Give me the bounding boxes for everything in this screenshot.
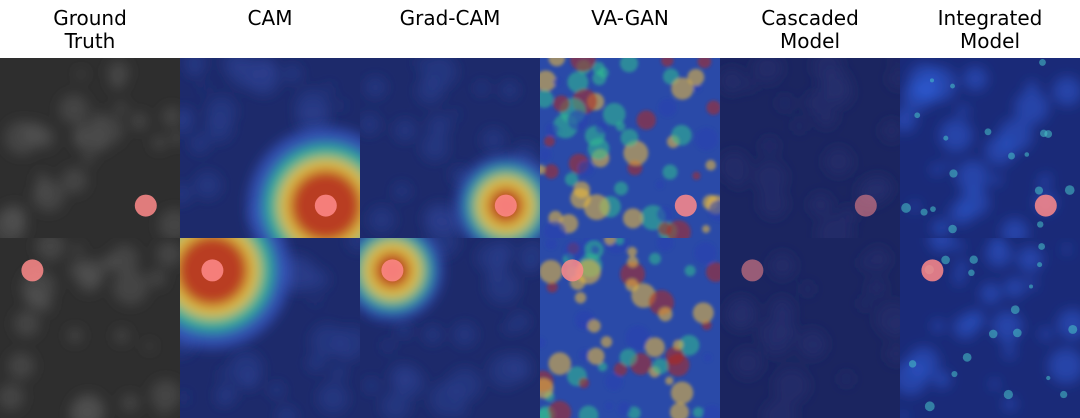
column-title-line: Cascaded xyxy=(761,6,859,30)
tile-grad-cam-row2 xyxy=(360,238,540,418)
lesion-marker xyxy=(314,194,337,217)
lesion-marker xyxy=(854,194,877,217)
lesion-marker xyxy=(921,259,944,282)
lesion-marker xyxy=(201,259,224,282)
tile-ground-truth-row1 xyxy=(0,58,180,238)
column-title-line: CAM xyxy=(247,6,293,30)
column-title-ground-truth: Ground Truth xyxy=(0,0,180,58)
lesion-marker xyxy=(21,259,44,282)
lesion-marker xyxy=(1034,194,1057,217)
tile-cam-row2 xyxy=(180,238,360,418)
column-title-cam: CAM xyxy=(180,0,360,58)
lesion-marker xyxy=(494,194,517,217)
column-title-line: Grad-CAM xyxy=(399,6,501,30)
tile-grad-cam-row1 xyxy=(360,58,540,238)
tile-ground-truth-row2 xyxy=(0,238,180,418)
lesion-marker xyxy=(381,259,404,282)
column-title-line: Integrated xyxy=(937,6,1043,30)
tile-cascaded-model-row1 xyxy=(720,58,900,238)
tile-integrated-model-row1 xyxy=(900,58,1080,238)
column-title-va-gan: VA-GAN xyxy=(540,0,720,58)
image-grid xyxy=(0,58,1080,418)
lesion-marker xyxy=(674,194,697,217)
column-title-line: VA-GAN xyxy=(591,6,669,30)
column-title-line: Model xyxy=(779,29,841,53)
lesion-marker xyxy=(134,194,157,217)
column-title-line: Ground xyxy=(53,6,127,30)
lesion-marker xyxy=(741,259,764,282)
column-title-grad-cam: Grad-CAM xyxy=(360,0,540,58)
tile-integrated-model-row2 xyxy=(900,238,1080,418)
lesion-marker xyxy=(561,259,584,282)
column-title-line: Truth xyxy=(64,29,116,53)
column-title-line: Model xyxy=(959,29,1021,53)
tile-va-gan-row2 xyxy=(540,238,720,418)
column-title-cascaded-model: Cascaded Model xyxy=(720,0,900,58)
tile-cam-row1 xyxy=(180,58,360,238)
column-title-integrated-model: Integrated Model xyxy=(900,0,1080,58)
tile-cascaded-model-row2 xyxy=(720,238,900,418)
column-headers: Ground Truth CAM Grad-CAM VA-GAN Cascaded Mode… xyxy=(0,0,1080,58)
tile-va-gan-row1 xyxy=(540,58,720,238)
